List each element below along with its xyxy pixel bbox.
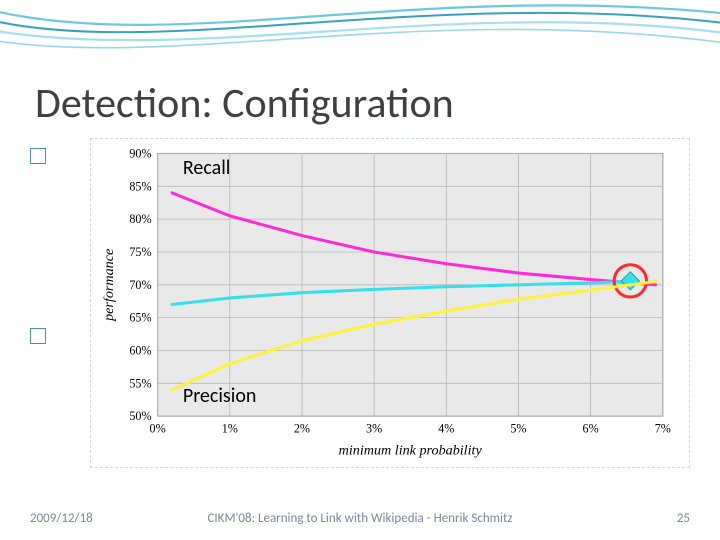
performance-chart: 50% 55% 60% 65% 70% 75% 80% 85% 90% 0% 1% 2% 3% 4% 5% 6… xyxy=(97,145,683,461)
recall-label: Recall xyxy=(183,156,231,180)
svg-text:90%: 90% xyxy=(129,147,151,161)
svg-text:5%: 5% xyxy=(510,421,526,435)
svg-text:performance: performance xyxy=(101,249,117,322)
svg-text:50%: 50% xyxy=(129,409,151,423)
footer-page: 25 xyxy=(677,511,690,526)
footer-date: 2009/12/18 xyxy=(30,511,93,526)
svg-text:75%: 75% xyxy=(129,245,151,259)
svg-text:70%: 70% xyxy=(129,278,151,292)
body-area: 50% 55% 60% 65% 70% 75% 80% 85% 90% 0% 1% 2% 3% 4% 5% 6… xyxy=(30,138,690,468)
svg-text:85%: 85% xyxy=(129,179,151,193)
svg-text:3%: 3% xyxy=(366,421,382,435)
svg-text:2%: 2% xyxy=(294,421,310,435)
slide-title: Detection: Configuration xyxy=(35,78,454,129)
svg-text:minimum link probability: minimum link probability xyxy=(339,443,483,459)
footer: 2009/12/18 CIKM'08: Learning to Link wit… xyxy=(30,511,690,526)
svg-text:80%: 80% xyxy=(129,212,151,226)
bullet-marker-2 xyxy=(30,328,46,344)
svg-text:55%: 55% xyxy=(129,376,151,390)
chart-container: 50% 55% 60% 65% 70% 75% 80% 85% 90% 0% 1% 2% 3% 4% 5% 6… xyxy=(90,138,690,468)
svg-text:6%: 6% xyxy=(583,421,599,435)
svg-text:7%: 7% xyxy=(655,421,671,435)
bullet-marker-1 xyxy=(30,148,46,164)
svg-text:65%: 65% xyxy=(129,311,151,325)
precision-label: Precision xyxy=(183,384,257,408)
decorative-wave xyxy=(0,0,720,60)
svg-text:4%: 4% xyxy=(438,421,454,435)
svg-text:60%: 60% xyxy=(129,344,151,358)
svg-text:1%: 1% xyxy=(222,421,238,435)
footer-center: CIKM'08: Learning to Link with Wikipedia… xyxy=(207,511,512,526)
svg-text:0%: 0% xyxy=(150,421,166,435)
